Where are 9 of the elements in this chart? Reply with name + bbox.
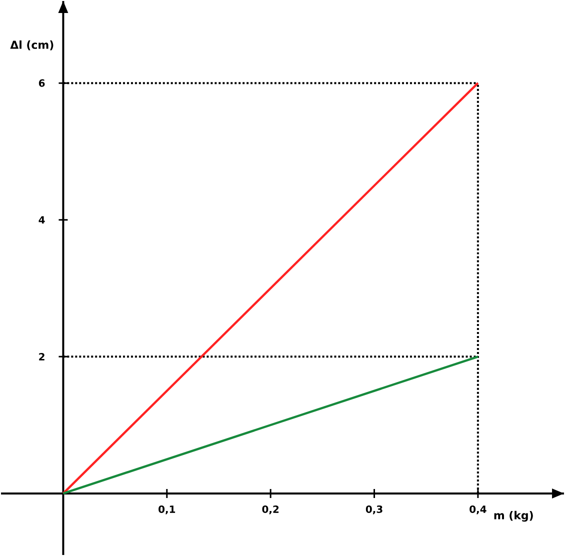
y-tick-label: 4: [38, 216, 45, 224]
y-tick-label: 6: [38, 79, 45, 87]
x-axis-title: m (kg): [494, 510, 533, 522]
x-tick-label: 0,3: [366, 505, 382, 514]
x-tick-label: 0,4: [470, 505, 486, 514]
y-axis-title: Δl (cm): [10, 40, 54, 50]
y-tick-label: 2: [39, 352, 44, 360]
x-tick-label: 0,2: [262, 505, 279, 514]
x-tick-label: 0,1: [158, 505, 176, 514]
